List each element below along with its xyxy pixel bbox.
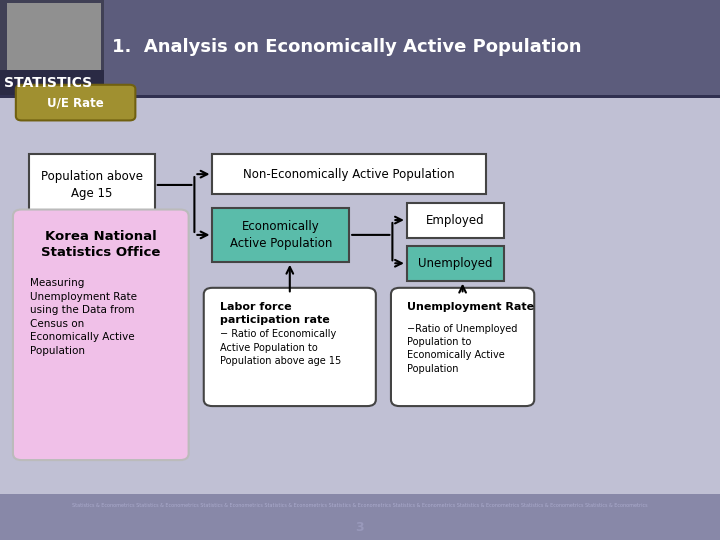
Text: Korea National
Statistics Office: Korea National Statistics Office [41,230,161,259]
Bar [7,3,101,92]
Text: Unemployment Rate: Unemployment Rate [407,302,534,313]
Text: 3: 3 [356,521,364,534]
Text: Measuring
Unemployment Rate
using the Data from
Census on
Economically Active
Po: Measuring Unemployment Rate using the Da… [30,278,138,356]
Text: Non-Economically Active Population: Non-Economically Active Population [243,167,455,181]
Bar [0,94,720,98]
Bar [0,0,720,94]
Text: U/E Rate: U/E Rate [48,96,104,109]
Text: STATISTICS: STATISTICS [4,76,91,90]
Text: Economically
Active Population: Economically Active Population [230,220,332,250]
Text: Labor force
participation rate: Labor force participation rate [220,302,329,325]
Text: − Ratio of Economically
Active Population to
Population above age 15: − Ratio of Economically Active Populatio… [220,329,341,366]
Text: Statistics & Econometrics Statistics & Econometrics Statistics & Econometrics St: Statistics & Econometrics Statistics & E… [72,503,648,509]
Text: Population above
Age 15: Population above Age 15 [41,170,143,200]
Text: Employed: Employed [426,213,485,227]
Text: 1.  Analysis on Economically Active Population: 1. Analysis on Economically Active Popul… [112,38,581,56]
Bar [0,0,104,94]
Bar [0,70,104,94]
FancyBboxPatch shape [13,210,189,460]
FancyBboxPatch shape [212,208,349,262]
Bar [0,494,720,540]
FancyBboxPatch shape [391,288,534,406]
FancyBboxPatch shape [204,288,376,406]
FancyBboxPatch shape [212,154,486,194]
FancyBboxPatch shape [29,154,155,216]
Text: Unemployed: Unemployed [418,256,492,270]
FancyBboxPatch shape [16,85,135,120]
FancyBboxPatch shape [407,246,504,281]
FancyBboxPatch shape [407,202,504,238]
Text: −Ratio of Unemployed
Population to
Economically Active
Population: −Ratio of Unemployed Population to Econo… [407,324,517,374]
